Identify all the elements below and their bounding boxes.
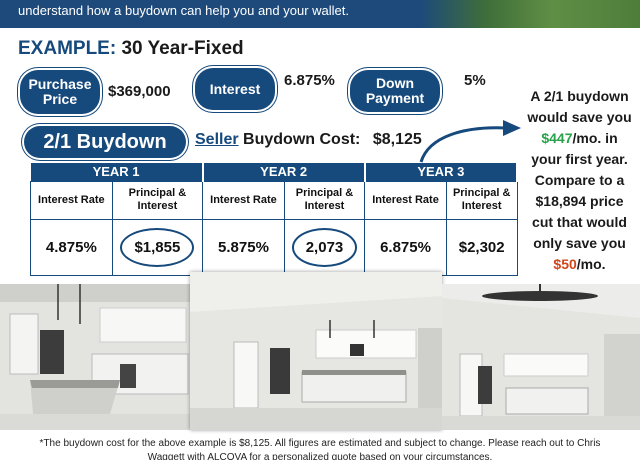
col-interest-rate: Interest Rate xyxy=(30,180,113,220)
kitchen-photos xyxy=(0,272,640,430)
year-2-payment: 2,073 xyxy=(283,218,366,276)
savings-callout: A 2/1 buydown would save you $447/mo. in… xyxy=(522,86,637,275)
interest-value: 6.875% xyxy=(284,72,335,89)
banner-photo xyxy=(420,0,640,28)
year-2-payment-value: 2,073 xyxy=(291,227,358,267)
down-label-line2: Payment xyxy=(365,90,425,106)
callout-line5: Compare to a xyxy=(534,172,625,188)
col-interest-rate: Interest Rate xyxy=(202,180,285,220)
interest-label: Interest xyxy=(209,80,261,97)
callout-line7: cut that would xyxy=(532,214,627,230)
seller-buydown-cost: Seller Buydown Cost: $8,125 xyxy=(195,131,422,149)
callout-line8: only save you xyxy=(533,235,626,251)
col-principal-line2: Interest xyxy=(304,200,345,212)
kitchen-photo-middle xyxy=(190,272,442,430)
col-principal-line1: Principal & xyxy=(295,187,354,199)
col-principal-interest: Principal & Interest xyxy=(283,180,366,220)
year-1-payment: $1,855 xyxy=(111,218,204,276)
year-1-header: YEAR 1 xyxy=(30,163,204,181)
kitchen-photo-left xyxy=(0,284,190,430)
down-label-line1: Down xyxy=(375,75,415,91)
footer-line1: *The buydown cost for the above example … xyxy=(39,438,601,449)
footer-disclaimer: *The buydown cost for the above example … xyxy=(0,437,640,460)
year-1-rate: 4.875% xyxy=(30,218,113,276)
down-payment-badge: Down Payment xyxy=(350,70,440,112)
year-3-header: YEAR 3 xyxy=(364,163,519,181)
footer-line2: Waggett with ALCOVA for a personalized q… xyxy=(147,452,493,460)
purchase-label-line1: Purchase xyxy=(28,76,92,92)
savings-amount: $447 xyxy=(541,130,573,146)
col-principal-line1: Principal & xyxy=(452,187,511,199)
year-3-payment: $2,302 xyxy=(445,218,518,276)
col-principal-interest: Principal & Interest xyxy=(111,180,204,220)
seller-word: Seller xyxy=(195,131,239,148)
callout-line3: $447/mo. in xyxy=(522,128,637,149)
curved-arrow-icon xyxy=(419,120,521,163)
headline-rest: 30 Year-Fixed xyxy=(121,38,244,59)
buydown-title-badge: 2/1 Buydown xyxy=(24,126,186,158)
callout-line6: $18,894 price xyxy=(535,193,624,209)
year-2-rate: 5.875% xyxy=(202,218,285,276)
col-interest-rate: Interest Rate xyxy=(364,180,447,220)
headline: EXAMPLE: 30 Year-Fixed xyxy=(18,38,244,60)
col-principal-line2: Interest xyxy=(137,200,178,212)
purchase-price-badge: Purchase Price xyxy=(20,70,100,114)
callout-line3-suffix: /mo. in xyxy=(572,130,618,146)
cost-value: $8,125 xyxy=(372,131,422,148)
purchase-label-line2: Price xyxy=(42,91,78,107)
interest-badge: Interest xyxy=(195,68,275,110)
kitchen-photo-right xyxy=(442,284,640,430)
col-principal-line2: Interest xyxy=(461,200,502,212)
callout-line1: A 2/1 buydown xyxy=(530,88,629,104)
buydown-table: YEAR 1 YEAR 2 YEAR 3 Interest Rate Princ… xyxy=(30,163,519,276)
year-3-rate: 6.875% xyxy=(364,218,447,276)
callout-line9-suffix: /mo. xyxy=(576,256,606,272)
year-2-header: YEAR 2 xyxy=(202,163,366,181)
headline-label: EXAMPLE: xyxy=(18,38,117,59)
callout-line9: $50/mo. xyxy=(522,254,637,275)
top-banner: understand how a buydown can help you an… xyxy=(0,0,640,28)
callout-line2: would save you xyxy=(527,109,632,125)
banner-text: understand how a buydown can help you an… xyxy=(18,3,349,18)
year-1-payment-value: $1,855 xyxy=(120,227,195,267)
down-payment-value: 5% xyxy=(464,72,486,89)
callout-line4: your first year. xyxy=(531,151,628,167)
alt-savings-amount: $50 xyxy=(553,256,577,272)
col-principal-interest: Principal & Interest xyxy=(445,180,518,220)
cost-label: Buydown Cost: xyxy=(243,131,361,148)
purchase-price-value: $369,000 xyxy=(108,83,171,100)
col-principal-line1: Principal & xyxy=(128,187,187,199)
